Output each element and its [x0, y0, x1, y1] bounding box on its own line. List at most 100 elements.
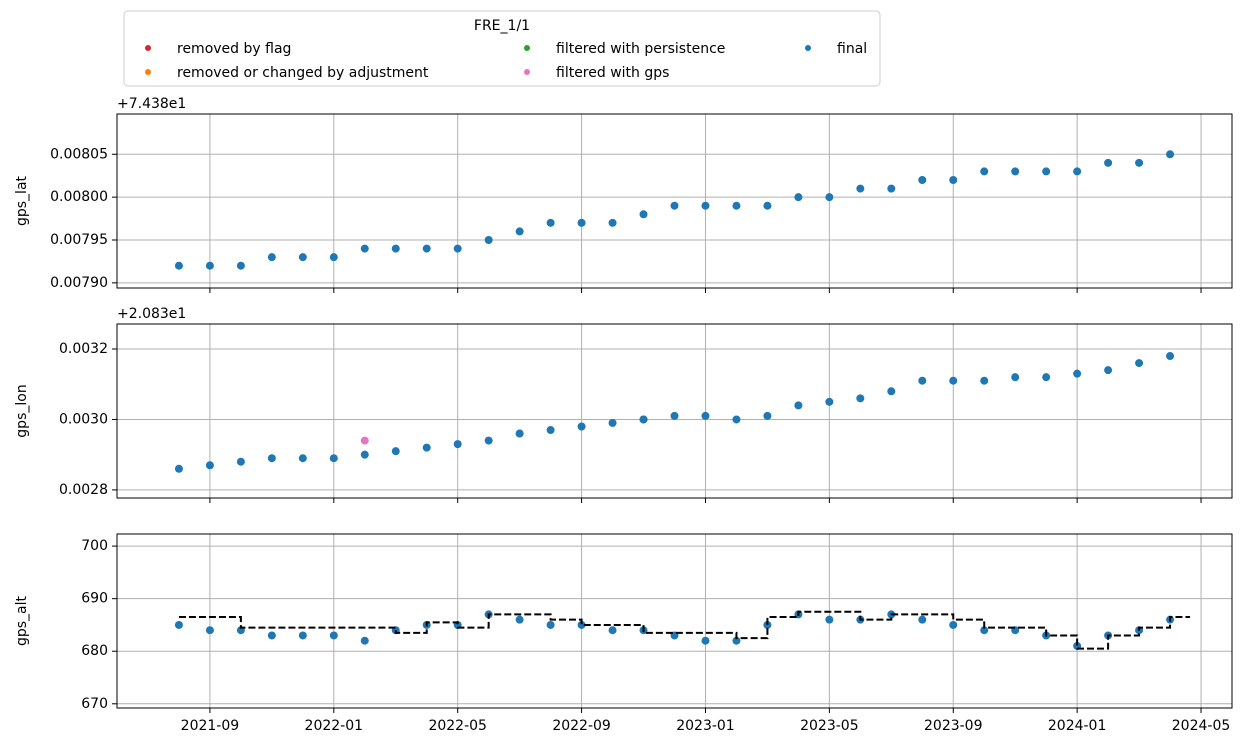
data-point: [980, 376, 989, 385]
data-point: [515, 227, 524, 236]
data-point: [1073, 369, 1082, 378]
data-point: [267, 631, 276, 640]
data-point: [949, 176, 958, 184]
plot-area: [174, 610, 1191, 650]
data-point: [763, 411, 772, 420]
data-point: [205, 626, 214, 635]
data-point: [546, 426, 555, 435]
data-point: [453, 440, 462, 449]
data-point: [949, 376, 958, 385]
data-point: [1104, 366, 1113, 375]
y-axis-label: gps_alt: [14, 595, 30, 646]
data-point: [484, 436, 493, 445]
data-point: [825, 193, 834, 202]
legend-marker: [524, 45, 530, 51]
y-tick-label: 680: [81, 643, 108, 659]
data-point: [887, 387, 896, 396]
axes-frame: [116, 113, 1233, 289]
data-point: [825, 397, 834, 406]
y-axis-label: gps_lat: [14, 175, 30, 226]
data-point: [329, 253, 338, 262]
y-tick-label: 670: [81, 696, 108, 712]
x-tick-label: 2024-01: [1048, 718, 1107, 734]
data-point: [360, 450, 369, 459]
plot-area: [174, 150, 1175, 270]
data-point: [1104, 158, 1113, 167]
data-point: [1166, 352, 1175, 361]
plot-area: [174, 352, 1175, 473]
y-tick-label: 0.00805: [50, 146, 108, 162]
data-point: [608, 418, 617, 427]
legend-box: [123, 10, 881, 87]
data-point: [918, 376, 927, 385]
y-axis-label: gps_lon: [14, 384, 30, 437]
data-point: [825, 615, 834, 624]
axes-frame: [116, 533, 1233, 709]
data-point: [267, 454, 276, 463]
data-point: [794, 193, 803, 202]
data-point: [360, 244, 369, 253]
y-tick-label: 0.0028: [59, 482, 108, 498]
x-tick-label: 2023-05: [800, 718, 859, 734]
data-point: [236, 261, 245, 270]
data-point: [1042, 167, 1051, 176]
legend-label: final: [837, 41, 867, 57]
data-point: [546, 218, 555, 227]
data-point: [360, 636, 369, 645]
data-point: [1042, 373, 1051, 382]
y-tick-label: 0.0030: [59, 411, 108, 427]
data-point: [236, 457, 245, 466]
legend-marker: [805, 45, 811, 51]
data-point: [1135, 359, 1144, 368]
data-point: [298, 631, 307, 640]
data-point: [205, 461, 214, 470]
data-point: [670, 411, 679, 420]
step-line: [178, 610, 1191, 650]
legend-label: removed by flag: [177, 41, 291, 57]
data-point: [1166, 150, 1175, 159]
legend-marker: [145, 45, 151, 51]
data-point: [856, 394, 865, 403]
legend-marker: [145, 69, 151, 75]
data-point: [1011, 373, 1020, 382]
offset-text: +2.083e1: [117, 306, 186, 322]
data-point: [1011, 167, 1020, 176]
data-point: [608, 626, 617, 635]
axes-frame: [116, 323, 1233, 499]
data-point: [515, 429, 524, 438]
data-point: [980, 626, 989, 635]
data-point: [391, 244, 400, 253]
y-tick-label: 0.00800: [50, 189, 108, 205]
data-point: [360, 436, 369, 445]
data-point: [298, 253, 307, 262]
x-tick-label: 2022-09: [552, 718, 611, 734]
data-point: [1135, 158, 1144, 167]
data-point: [794, 401, 803, 410]
y-tick-label: 700: [81, 538, 108, 554]
data-point: [577, 422, 586, 431]
data-point: [391, 447, 400, 456]
y-tick-label: 0.00795: [50, 232, 108, 248]
data-point: [732, 636, 741, 645]
data-point: [205, 261, 214, 270]
data-point: [329, 454, 338, 463]
data-point: [453, 244, 462, 253]
data-point: [174, 464, 183, 473]
data-point: [980, 167, 989, 176]
data-point: [577, 218, 586, 227]
legend-label: filtered with persistence: [556, 41, 725, 57]
data-point: [887, 184, 896, 193]
legend-title: FRE_1/1: [474, 18, 530, 34]
data-point: [267, 253, 276, 262]
y-tick-label: 690: [81, 591, 108, 607]
data-point: [856, 184, 865, 193]
data-point: [329, 631, 338, 640]
data-point: [1073, 167, 1082, 176]
data-point: [763, 201, 772, 210]
x-tick-label: 2022-05: [428, 718, 487, 734]
y-tick-label: 0.0032: [59, 341, 108, 357]
data-point: [298, 454, 307, 463]
x-tick-label: 2021-09: [181, 718, 240, 734]
data-point: [422, 244, 431, 253]
